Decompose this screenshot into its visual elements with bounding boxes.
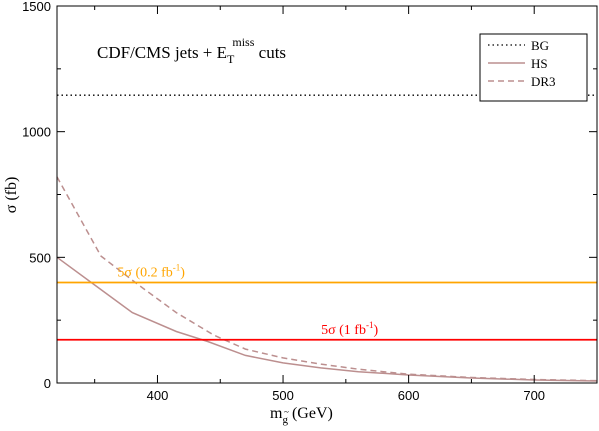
reference-label-0: 5σ (0.2 fb-1) — [117, 262, 185, 280]
x-axis-label-sub: g — [282, 414, 288, 426]
x-axis-label-main: m — [270, 405, 283, 422]
y-axis-label: σ (fb) — [3, 177, 20, 214]
chart-title: CDF/CMS jets + ETmiss cuts — [97, 35, 286, 66]
x-tick-label: 700 — [523, 388, 545, 403]
chart-title-tail: cuts — [254, 43, 286, 62]
y-tick-label: 500 — [29, 250, 51, 265]
axis-layer: 400 500 600 700 0 500 1000 1500 — [22, 0, 597, 403]
y-tick-label: 1000 — [22, 125, 51, 140]
legend: BG HS DR3 — [479, 33, 588, 102]
y-tick-label: 1500 — [22, 0, 51, 14]
reference-label-1: 5σ (1 fb-1) — [321, 320, 378, 338]
chart-title-main: CDF/CMS jets + E — [97, 43, 227, 62]
x-axis-label-tail: (GeV) — [288, 405, 333, 422]
y-tick-label: 0 — [44, 376, 51, 391]
x-tick-label: 500 — [272, 388, 294, 403]
x-tick-label: 600 — [398, 388, 420, 403]
legend-label-hs: HS — [531, 56, 548, 71]
chart-title-sup: miss — [232, 35, 254, 49]
legend-label-bg: BG — [531, 38, 549, 53]
chart-title-sub: T — [227, 52, 235, 66]
x-axis-label: mg (GeV) — [270, 405, 333, 426]
x-tick-label: 400 — [147, 388, 169, 403]
series-line-dr3 — [56, 176, 598, 382]
x-axis-label-tilde: ~ — [284, 407, 289, 417]
legend-label-dr3: DR3 — [531, 74, 556, 89]
reference-lines: 5σ (0.2 fb-1) 5σ (1 fb-1) — [57, 262, 597, 341]
